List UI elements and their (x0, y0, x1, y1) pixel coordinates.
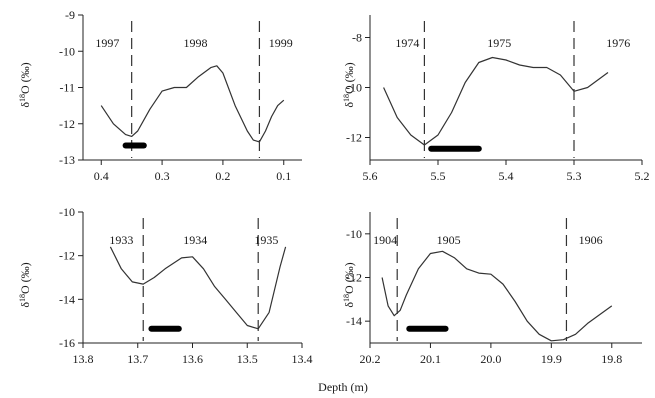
panel-bottom-right: -10 -12 -14 20.2 20.1 20.0 19.9 19.8 1904 1905 190… (342, 212, 642, 366)
x-tick-label: 20.1 (420, 352, 441, 366)
x-tick-label: 20.0 (480, 352, 501, 366)
x-tick-label: 20.2 (360, 352, 381, 366)
y-tick-label: -11 (59, 81, 75, 95)
y-tick-label: -12 (346, 271, 362, 285)
x-tick-label: 5.4 (499, 169, 514, 183)
y-tick-label: -12 (59, 117, 75, 131)
y-tick-label: -10 (59, 44, 75, 58)
x-tick-label: 5.2 (635, 169, 650, 183)
x-tick-label: 0.3 (155, 169, 170, 183)
year-label: 1997 (95, 36, 119, 50)
x-tick-label: 13.7 (127, 352, 148, 366)
x-tick-label: 13.8 (73, 352, 94, 366)
series-line (109, 246, 287, 330)
x-tick-label: 13.6 (182, 352, 203, 366)
year-label: 1934 (183, 233, 207, 247)
x-tick-label: 5.6 (363, 169, 378, 183)
year-label: 1999 (269, 36, 293, 50)
series-line (381, 250, 613, 342)
x-tick-label: 13.4 (292, 352, 313, 366)
y-tick-label: -14 (59, 292, 75, 306)
series-line (100, 65, 285, 143)
y-tick-label: -10 (346, 227, 362, 241)
y-tick-label: -16 (59, 336, 75, 350)
y-tick-label: -10 (59, 205, 75, 219)
x-tick-label: 0.4 (94, 169, 109, 183)
x-tick-label: 0.2 (215, 169, 230, 183)
series-line (383, 56, 609, 146)
year-label: 1904 (373, 233, 397, 247)
y-tick-label: -13 (59, 153, 75, 167)
year-label: 1998 (184, 36, 208, 50)
y-tick-label: -8 (352, 31, 362, 45)
year-label: 1976 (606, 36, 630, 50)
x-tick-label: 5.5 (431, 169, 446, 183)
x-axis-title: Depth (m) (318, 380, 368, 394)
year-label: 1933 (109, 233, 133, 247)
year-label: 1974 (395, 36, 419, 50)
year-label: 1906 (579, 233, 603, 247)
y-axis-title-top-left: δ18O (‰) (18, 62, 32, 107)
y-tick-label: -12 (59, 249, 75, 263)
y-axis-title: δ18O (‰) (342, 62, 356, 107)
y-tick-label: -14 (346, 314, 362, 328)
x-tick-label: 19.9 (541, 352, 562, 366)
year-label: 1905 (437, 233, 461, 247)
y-axis-title-bottom-left: δ18O (‰) (18, 262, 32, 307)
x-tick-label: 5.3 (567, 169, 582, 183)
x-tick-label: 19.8 (601, 352, 622, 366)
x-tick-label: 0.1 (276, 169, 291, 183)
year-label: 1935 (254, 233, 278, 247)
year-label: 1975 (487, 36, 511, 50)
y-tick-label: -10 (346, 81, 362, 95)
y-axis-title: δ18O (‰) (342, 262, 356, 307)
panel-top-left: -9 -10 -11 -12 -13 0.4 0.3 0.2 0.1 1997 1998 1999 (59, 8, 302, 183)
y-tick-label: -12 (346, 131, 362, 145)
x-tick-label: 13.5 (237, 352, 258, 366)
panel-bottom-left: -10 -12 -14 -16 13.8 13.7 13.6 13.5 13.4 1933 1934… (59, 205, 313, 366)
panel-top-right: -8 -10 -12 5.6 5.5 5.4 5.3 5.2 1974 1975 1976 δ18O … (342, 15, 650, 183)
y-tick-label: -9 (65, 8, 75, 22)
